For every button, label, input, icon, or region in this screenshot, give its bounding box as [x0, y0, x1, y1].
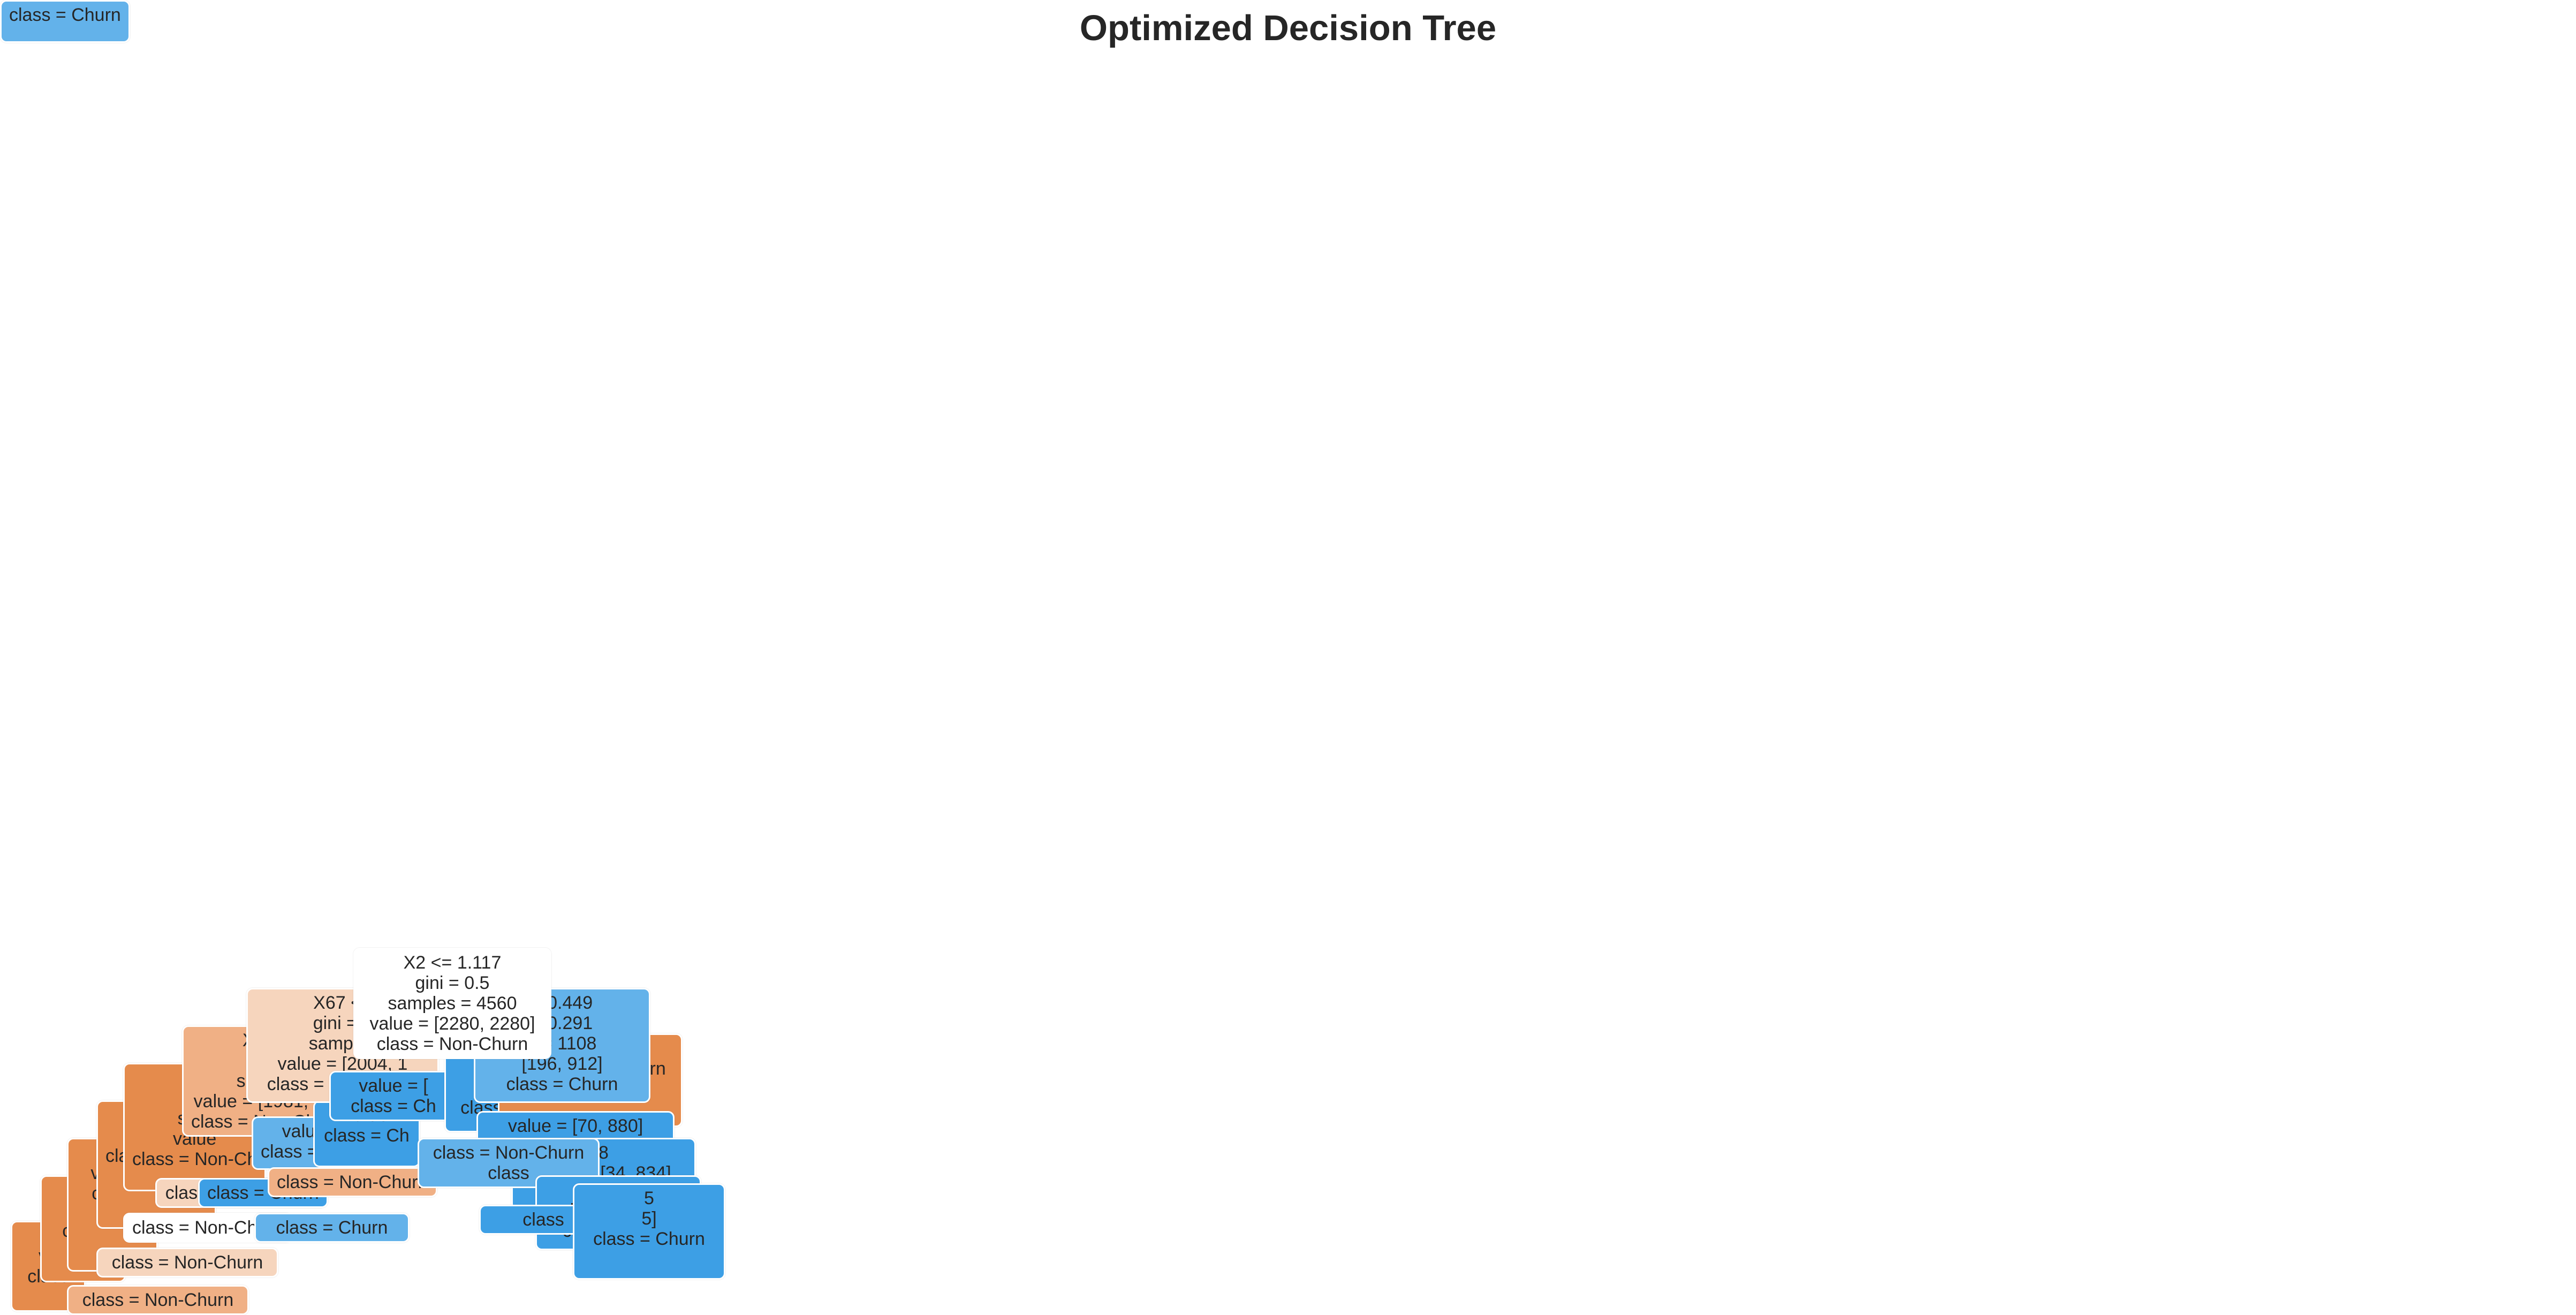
node-text-line: class = Non-Churn: [277, 1172, 428, 1192]
tree-node-root: X2 <= 1.117 gini = 0.5 samples = 4560 value…: [353, 948, 551, 1059]
node-text-line: X2 <= 1.117: [362, 953, 542, 973]
node-text-line: 5: [582, 1188, 716, 1208]
node-text-line: class = Non-Ch: [132, 1149, 257, 1169]
tree-node-node-right-6: 5 5] class = Churn: [573, 1183, 725, 1280]
node-text-line: value = [: [338, 1076, 449, 1096]
node-text-line: class = Non-Churn: [427, 1143, 590, 1163]
node-text-line: class = Non-Churn: [105, 1252, 269, 1273]
node-text-line: class = Churn: [483, 1074, 641, 1094]
tree-node-leaf-b2: class = Non-Churn: [96, 1248, 278, 1278]
node-text-line: class = Ch: [338, 1096, 449, 1116]
node-text-line: class = Non-Churn: [362, 1034, 542, 1054]
tree-node-node-mid-3: class = Non-Churn: [268, 1167, 437, 1197]
node-text-line: value = [70, 880]: [486, 1116, 665, 1136]
node-text-line: class = Churn: [582, 1229, 716, 1249]
tree-node-leaf-c2: class = Churn: [254, 1213, 410, 1243]
node-text-line: gini = 0.5: [362, 973, 542, 993]
node-text-line: class = Churn: [9, 5, 121, 25]
tree-node-node-mid-1: value = [class = Ch: [329, 1071, 458, 1121]
tree-node-leaf-b1: class = Non-Churn: [67, 1285, 249, 1315]
node-text-line: class = Churn: [263, 1218, 400, 1238]
tree-node-leaf-c5: class = Churn: [0, 0, 130, 43]
node-text-line: samples = 4560: [362, 993, 542, 1014]
node-text-line: value = [2280, 2280]: [362, 1014, 542, 1034]
node-text-line: class = Non-Churn: [76, 1290, 240, 1310]
node-text-line: 5]: [582, 1208, 716, 1229]
node-text-line: class = Ch: [322, 1125, 411, 1146]
